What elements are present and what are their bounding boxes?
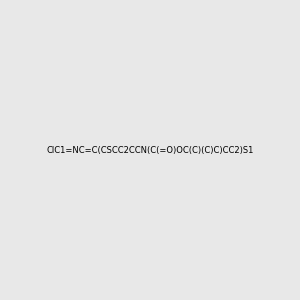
- Text: ClC1=NC=C(CSCC2CCN(C(=O)OC(C)(C)C)CC2)S1: ClC1=NC=C(CSCC2CCN(C(=O)OC(C)(C)C)CC2)S1: [46, 146, 254, 154]
